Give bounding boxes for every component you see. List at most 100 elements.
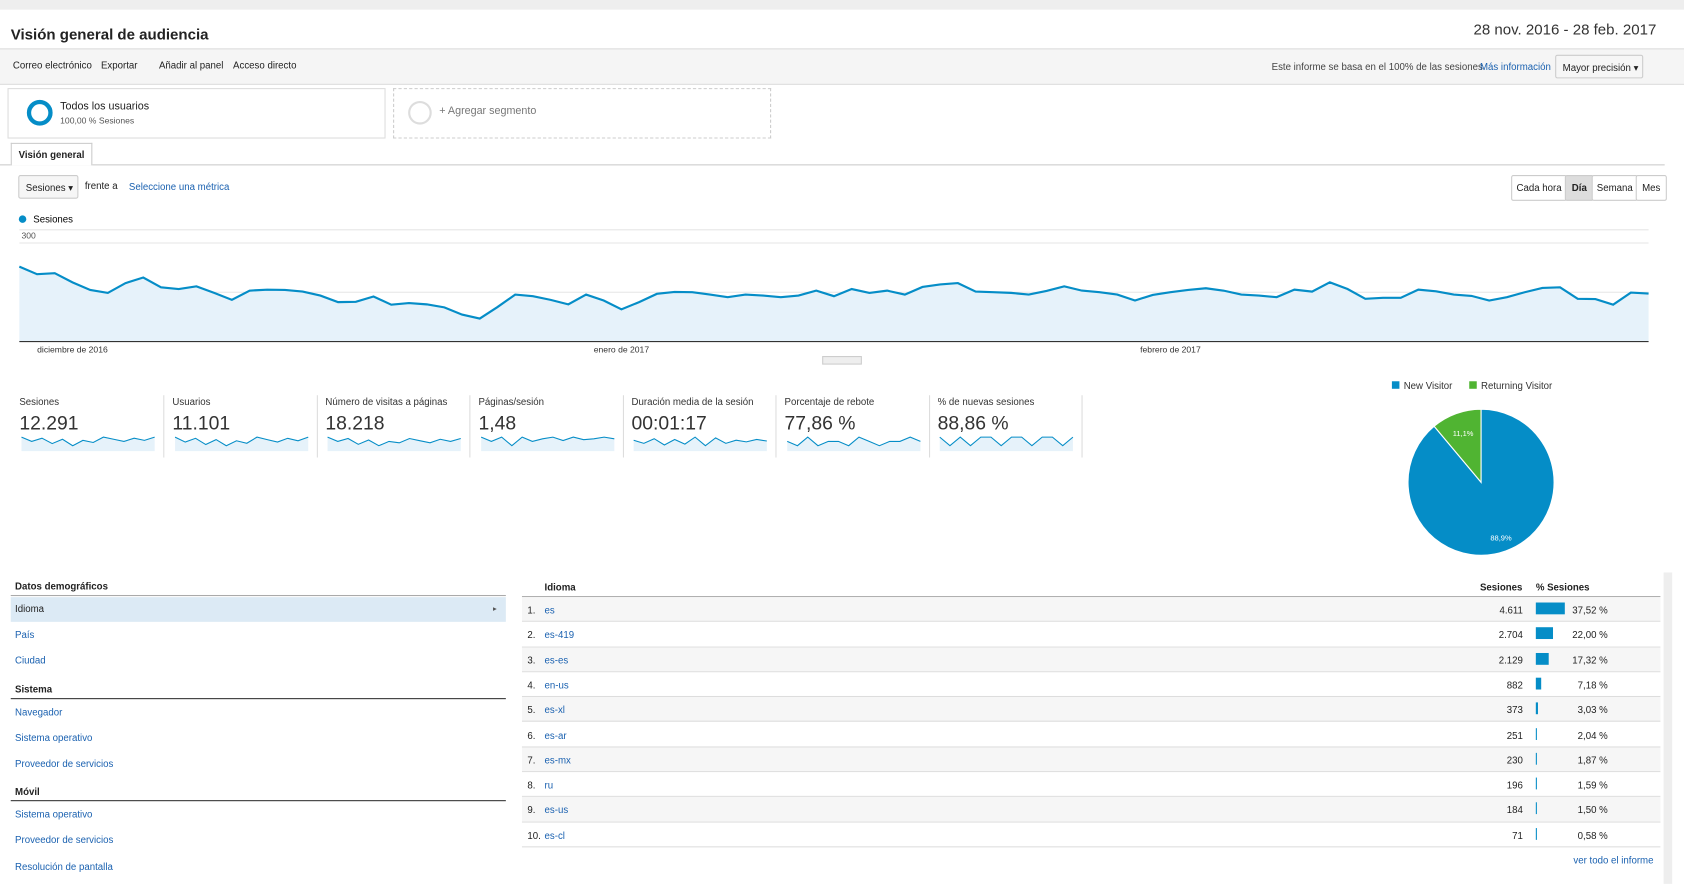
date-range[interactable]: 28 nov. 2016 - 28 feb. 2017 [1473, 20, 1657, 38]
granularity-button[interactable]: Semana [1591, 175, 1638, 201]
row-pct: 1,50 % [1577, 804, 1608, 816]
segment-name: Todos los usuarios [60, 100, 150, 113]
scrollbar[interactable] [1663, 572, 1673, 884]
select-metric[interactable]: Seleccione una métrica [128, 181, 230, 193]
table-row [521, 747, 1661, 773]
sparkline [480, 436, 614, 452]
pct-bar [1535, 802, 1537, 815]
nav-item[interactable]: Navegador [15, 706, 63, 717]
row-rank: 6. [527, 729, 536, 741]
row-language[interactable]: es-us [544, 804, 569, 816]
row-rank: 1. [527, 604, 536, 616]
toolbar-item[interactable]: Correo electrónico [12, 60, 92, 71]
legend-swatch [1391, 381, 1400, 389]
col-header: Sesiones [1479, 582, 1523, 593]
pct-bar [1535, 827, 1537, 840]
nav-item[interactable]: Sistema operativo [15, 808, 93, 820]
nav-item[interactable]: País [15, 629, 35, 641]
sparkline-line [21, 436, 155, 447]
sparkline-line [633, 436, 767, 447]
footer-link[interactable]: ver todo el informe [1573, 854, 1654, 866]
area [19, 266, 1649, 342]
nav-item[interactable]: Ciudad [15, 655, 46, 667]
row-language[interactable]: es-es [544, 654, 569, 666]
versus: frente a [84, 180, 118, 192]
sparkline-line [939, 436, 1074, 447]
row-sessions: 196 [1506, 779, 1523, 791]
metric-value: 1,48 [478, 412, 517, 434]
pct-bar [1535, 727, 1538, 740]
metric-label: Duración media de la sesión [631, 396, 754, 408]
table-row [521, 672, 1661, 698]
pct-bar [1535, 777, 1538, 790]
add-segment-card[interactable] [393, 88, 772, 139]
legend-swatch [1469, 381, 1477, 389]
metric-label: Usuarios [172, 396, 211, 408]
header-rule [521, 596, 1661, 598]
row-sessions: 2.704 [1498, 629, 1523, 641]
nav-section-title: Sistema [15, 683, 53, 695]
metric-divider [775, 395, 777, 458]
sampling-note: Este informe se basa en el 100% de las s… [1271, 61, 1486, 72]
row-language[interactable]: es-419 [544, 629, 575, 641]
row-language[interactable]: es-mx [544, 754, 571, 766]
precision-dropdown[interactable]: Mayor precisión ▾ [1555, 54, 1644, 79]
sparkline-line [174, 436, 308, 447]
row-language[interactable]: es [544, 604, 555, 616]
granularity-button[interactable]: Mes [1635, 175, 1667, 201]
granularity-button[interactable]: Día [1564, 175, 1594, 201]
metric-value: 11.101 [172, 412, 231, 434]
toolbar-item[interactable]: Acceso directo [233, 60, 297, 71]
pct-bar [1535, 627, 1553, 640]
nav-item[interactable]: Sistema operativo [15, 732, 93, 743]
metric-label: Sesiones [25, 182, 66, 194]
pct-bar [1535, 752, 1538, 765]
legend-label: New Visitor [1404, 381, 1453, 392]
nav-item[interactable]: Idioma [15, 603, 45, 615]
row-pct: 2,04 % [1577, 729, 1608, 741]
tab[interactable]: Visión general [10, 142, 93, 166]
pie-label: 11,1% [1453, 429, 1474, 438]
nav-item[interactable]: Proveedor de servicios [15, 834, 114, 846]
row-language[interactable]: es-ar [544, 729, 567, 741]
granularity-button[interactable]: Cada hora [1511, 175, 1567, 201]
row-language[interactable]: ru [544, 779, 554, 791]
nav-item[interactable]: Resolución de pantalla [15, 860, 113, 872]
nav-rule [10, 800, 506, 802]
y-tick-label: 300 [21, 231, 36, 241]
metric-dropdown[interactable]: Sesiones ▾ [18, 175, 79, 199]
more-info-link[interactable]: Más información [1479, 61, 1551, 72]
table-row [521, 697, 1661, 723]
row-language[interactable]: en-us [544, 679, 569, 691]
metric-divider [469, 395, 471, 458]
table-row [521, 597, 1661, 623]
row-language[interactable]: es-xl [544, 704, 565, 716]
col-header: % Sesiones [1535, 582, 1590, 593]
add-segment-icon [408, 100, 432, 125]
row-language[interactable]: es-cl [544, 829, 565, 841]
row-pct: 1,59 % [1577, 779, 1608, 791]
metric-divider [622, 395, 624, 458]
nav-rule [10, 594, 506, 597]
row-sessions: 184 [1506, 804, 1523, 816]
row-rank: 10. [527, 829, 541, 841]
nav-item[interactable]: Proveedor de servicios [15, 758, 114, 769]
precision-label: Mayor precisión [1562, 62, 1631, 74]
metric-divider [1081, 395, 1083, 458]
add-segment[interactable]: + Agregar segmento [439, 105, 537, 118]
sparkline-line [480, 436, 614, 447]
row-rank: 7. [527, 754, 536, 766]
segment-card[interactable] [7, 88, 386, 139]
row-pct: 0,58 % [1577, 829, 1608, 841]
sparkline-area [327, 437, 461, 452]
row-pct: 22,00 % [1572, 629, 1608, 641]
row-sessions: 2.129 [1498, 654, 1523, 666]
metric-label: Sesiones [19, 396, 60, 408]
toolbar-item[interactable]: Exportar [100, 60, 138, 71]
toolbar-item[interactable]: Añadir al panel [158, 60, 224, 71]
row-sessions: 373 [1506, 704, 1523, 716]
pie-slice [1433, 408, 1482, 484]
metric-value: 88,86 % [937, 412, 1009, 434]
table-row [521, 822, 1661, 848]
